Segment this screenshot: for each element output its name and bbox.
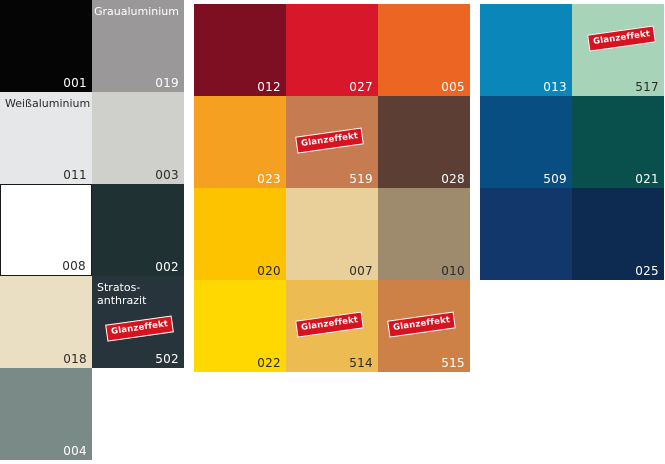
swatch-020[interactable]: 020 [194, 188, 286, 280]
glanzeffekt-badge: Glanzeffekt [587, 25, 657, 52]
swatch-code: 517 [635, 80, 659, 94]
glanzeffekt-badge: Glanzeffekt [295, 127, 365, 154]
swatch-028[interactable]: 028 [378, 96, 470, 188]
swatch-502[interactable]: Stratos- anthrazit Glanzeffekt 502 [92, 276, 184, 368]
swatch-005[interactable]: 005 [378, 4, 470, 96]
swatch-004[interactable]: 004 [0, 368, 92, 460]
swatch-color-name: Stratos- anthrazit [97, 281, 147, 307]
swatch-code: 514 [349, 356, 373, 370]
swatch-514[interactable]: Glanzeffekt 514 [286, 280, 378, 372]
swatch-010[interactable]: 010 [378, 188, 470, 280]
swatch-code: 019 [155, 76, 179, 90]
swatch-code: 007 [349, 264, 373, 278]
swatch-code: 018 [63, 352, 87, 366]
swatch-007[interactable]: 007 [286, 188, 378, 280]
swatch-color-name: Weißaluminium [5, 97, 91, 110]
swatch-003[interactable]: 003 [92, 92, 184, 184]
swatch-code: 010 [441, 264, 465, 278]
swatch-code: 001 [63, 76, 87, 90]
swatch-code: 028 [441, 172, 465, 186]
swatch-011[interactable]: Weißaluminium 011 [0, 92, 92, 184]
swatch-code: 509 [543, 172, 567, 186]
swatch-001[interactable]: 001 [0, 0, 92, 92]
swatch-code: 519 [349, 172, 373, 186]
swatch-002[interactable]: 002 [92, 184, 184, 276]
swatch-color-name: Graualuminium [93, 5, 179, 18]
swatch-012[interactable]: 012 [194, 4, 286, 96]
swatch-code: 020 [257, 264, 281, 278]
swatch-018[interactable]: 018 [0, 276, 92, 368]
swatch-code: 011 [63, 168, 87, 182]
warm-color-group: 012 027 005 023 Glanzeffekt 519 028 020 … [194, 4, 470, 372]
swatch-517[interactable]: Glanzeffekt 517 [572, 4, 664, 96]
swatch-023[interactable]: 023 [194, 96, 286, 188]
swatch-code: 012 [257, 80, 281, 94]
swatch-027[interactable]: 027 [286, 4, 378, 96]
swatch-519[interactable]: Glanzeffekt 519 [286, 96, 378, 188]
swatch-code: 021 [635, 172, 659, 186]
neutral-color-group: 001 Graualuminium 019 Weißaluminium 011 … [0, 0, 184, 464]
glanzeffekt-badge: Glanzeffekt [387, 311, 457, 338]
swatch-021[interactable]: 021 [572, 96, 664, 188]
swatch-code: 515 [441, 356, 465, 370]
swatch-code: 027 [349, 80, 373, 94]
swatch-code: 002 [155, 260, 179, 274]
swatch-019[interactable]: Graualuminium 019 [92, 0, 184, 92]
swatch-code: 003 [155, 168, 179, 182]
swatch-code: 023 [257, 172, 281, 186]
cool-color-group: 013 Glanzeffekt 517 509 021 025 [480, 4, 664, 284]
swatch-code: 502 [155, 352, 179, 366]
swatch-code: 013 [543, 80, 567, 94]
glanzeffekt-badge: Glanzeffekt [295, 311, 365, 338]
swatch-008[interactable]: 008 [0, 184, 92, 276]
swatch-code: 004 [63, 444, 87, 458]
swatch-509[interactable]: 509 [480, 96, 572, 188]
swatch-515[interactable]: Glanzeffekt 515 [378, 280, 470, 372]
swatch-code: 008 [62, 259, 86, 273]
swatch-013[interactable]: 013 [480, 4, 572, 96]
glanzeffekt-badge: Glanzeffekt [105, 315, 175, 342]
swatch-code: 005 [441, 80, 465, 94]
swatch-code: 022 [257, 356, 281, 370]
swatch-025[interactable]: 025 [480, 188, 664, 280]
swatch-022[interactable]: 022 [194, 280, 286, 372]
swatch-code: 025 [635, 264, 659, 278]
